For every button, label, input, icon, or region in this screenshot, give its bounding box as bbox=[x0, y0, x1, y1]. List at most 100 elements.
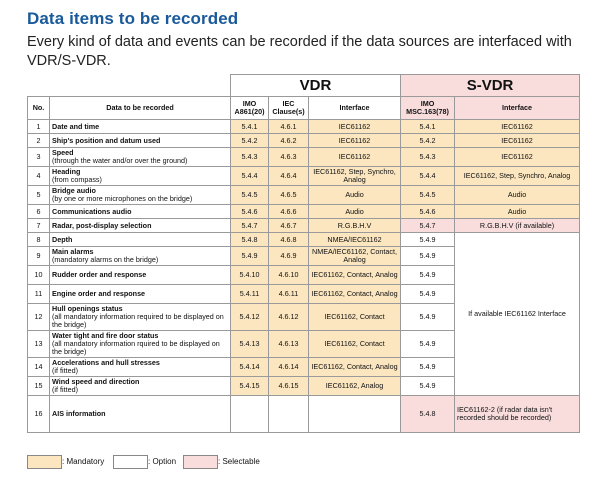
row-number: 16 bbox=[27, 395, 50, 433]
row-item: Accelerations and hull stresses (if fitte… bbox=[49, 357, 231, 377]
row-number: 12 bbox=[27, 303, 50, 331]
table-row: 4 Heading (from compass) 5.4.4 4.6.4 IEC61162… bbox=[27, 166, 581, 186]
row-item: Wind speed and direction (if fitted) bbox=[49, 376, 231, 396]
table-row: 6 Communications audio 5.4.6 4.6.6 Audio 5.4.… bbox=[27, 204, 581, 219]
row-vdr-interface: IEC61162, Contact, Analog bbox=[307, 284, 402, 304]
col-vdr-interface: Interface bbox=[307, 96, 402, 120]
row-imo-msc: 5.4.7 bbox=[400, 218, 456, 233]
row-iec-clause: 4.6.15 bbox=[268, 376, 309, 396]
row-imo-a861: 5.4.6 bbox=[230, 204, 269, 219]
row-number: 11 bbox=[27, 284, 50, 304]
table-row: 9 Main alarms (mandatory alarms on the bri… bbox=[27, 246, 580, 266]
row-item-title: Radar, post-display selection bbox=[52, 220, 152, 230]
row-imo-a861: 5.4.4 bbox=[230, 166, 269, 186]
row-item-title: Wind speed and direction bbox=[52, 377, 140, 386]
row-iec-clause: 4.6.3 bbox=[268, 147, 309, 167]
row-item-title: Hull openings status bbox=[52, 304, 123, 313]
row-imo-msc: 5.4.6 bbox=[400, 204, 456, 219]
row-svdr-interface: IEC61162, Step, Synchro, Analog bbox=[454, 166, 581, 186]
row-iec-clause: 4.6.2 bbox=[268, 133, 309, 148]
row-iec-clause: 4.6.10 bbox=[268, 265, 309, 285]
row-item-note: (by one or more microphones on the bridg… bbox=[52, 194, 193, 203]
row-vdr-interface: IEC61162, Contact bbox=[307, 303, 402, 331]
row-imo-a861: 5.4.9 bbox=[230, 246, 269, 266]
row-item-title: Date and time bbox=[52, 121, 100, 131]
row-svdr-interface: IEC61162 bbox=[454, 133, 581, 148]
table-row: 7 Radar, post-display selection 5.4.7 4.6.7… bbox=[27, 218, 581, 233]
row-item-title: Communications audio bbox=[52, 206, 132, 216]
row-number: 4 bbox=[27, 166, 50, 186]
row-imo-a861 bbox=[230, 395, 269, 433]
header-spacer bbox=[27, 74, 231, 97]
row-item-note: (if fitted) bbox=[52, 366, 78, 375]
table-row: 16 AIS information 5.4.8 IEC61162-2 (if rad… bbox=[27, 395, 581, 433]
group-vdr: VDR bbox=[229, 74, 402, 97]
row-imo-msc: 5.4.2 bbox=[400, 133, 456, 148]
row-imo-msc: 5.4.9 bbox=[400, 376, 456, 396]
col-item: Data to be recorded bbox=[49, 96, 231, 120]
page-subtitle: Every kind of data and events can be rec… bbox=[27, 34, 572, 69]
row-item: Speed (through the water and/or over the … bbox=[49, 147, 231, 167]
row-item-note: (from compass) bbox=[52, 175, 102, 184]
row-svdr-interface: IEC61162 bbox=[454, 147, 581, 167]
row-item: Water tight and fire door status (all man… bbox=[49, 330, 231, 358]
row-number: 10 bbox=[27, 265, 50, 285]
table-row: 15 Wind speed and direction (if fitted) 5.4… bbox=[27, 376, 580, 396]
row-svdr-interface: Audio bbox=[454, 204, 581, 219]
row-vdr-interface: R.G.B.H.V bbox=[307, 218, 402, 233]
legend-label-selectable: : Selectable bbox=[218, 457, 260, 466]
row-imo-msc: 5.4.9 bbox=[400, 265, 456, 285]
row-iec-clause: 4.6.9 bbox=[268, 246, 309, 266]
table-row: 1 Date and time 5.4.1 4.6.1 IEC61162 5.4.1 IEC… bbox=[27, 119, 581, 134]
row-item: Rudder order and response bbox=[49, 265, 231, 285]
row-item-title: Ship's position and datum used bbox=[52, 135, 161, 145]
row-iec-clause: 4.6.11 bbox=[268, 284, 309, 304]
row-iec-clause: 4.6.12 bbox=[268, 303, 309, 331]
row-imo-msc: 5.4.9 bbox=[400, 284, 456, 304]
row-imo-a861: 5.4.13 bbox=[230, 330, 269, 358]
row-number: 8 bbox=[27, 232, 50, 247]
row-imo-msc: 5.4.3 bbox=[400, 147, 456, 167]
row-item-note: (all mandatory information required to b… bbox=[52, 312, 224, 329]
row-item: Engine order and response bbox=[49, 284, 231, 304]
row-item-note: (if fitted) bbox=[52, 385, 78, 394]
row-item-note: (all mandatory information rquired to be… bbox=[52, 339, 220, 356]
table-row: 3 Speed (through the water and/or over the… bbox=[27, 147, 581, 167]
row-imo-msc: 5.4.4 bbox=[400, 166, 456, 186]
row-item-title: Engine order and response bbox=[52, 289, 146, 298]
row-iec-clause: 4.6.5 bbox=[268, 185, 309, 205]
row-vdr-interface: NMEA/IEC61162 bbox=[307, 232, 402, 247]
row-imo-msc: 5.4.8 bbox=[400, 395, 456, 433]
col-imo-msc: IMO MSC.163(78) bbox=[400, 96, 456, 120]
row-imo-a861: 5.4.12 bbox=[230, 303, 269, 331]
row-item: Radar, post-display selection bbox=[49, 218, 231, 233]
row-number: 15 bbox=[27, 376, 50, 396]
row-vdr-interface: IEC61162, Contact bbox=[307, 330, 402, 358]
row-imo-a861: 5.4.1 bbox=[230, 119, 269, 134]
row-iec-clause: 4.6.4 bbox=[268, 166, 309, 186]
row-imo-a861: 5.4.11 bbox=[230, 284, 269, 304]
row-item: Heading (from compass) bbox=[49, 166, 231, 186]
row-imo-a861: 5.4.5 bbox=[230, 185, 269, 205]
row-vdr-interface: IEC61162 bbox=[307, 147, 402, 167]
row-number: 9 bbox=[27, 246, 50, 266]
row-number: 2 bbox=[27, 133, 50, 148]
row-iec-clause: 4.6.13 bbox=[268, 330, 309, 358]
row-number: 1 bbox=[27, 119, 50, 134]
merged-svdr-interface: If available IEC61162 Interface bbox=[454, 232, 581, 396]
row-vdr-interface bbox=[307, 395, 402, 433]
table-row: 2 Ship's position and datum used 5.4.2 4.6.… bbox=[27, 133, 581, 148]
row-item: Depth bbox=[49, 232, 231, 247]
row-iec-clause: 4.6.14 bbox=[268, 357, 309, 377]
row-svdr-interface: R.G.B.H.V (if available) bbox=[454, 218, 581, 233]
row-item: Hull openings status (all mandatory infor… bbox=[49, 303, 231, 331]
row-item-title: Accelerations and hull stresses bbox=[52, 358, 160, 367]
row-imo-a861: 5.4.15 bbox=[230, 376, 269, 396]
row-number: 3 bbox=[27, 147, 50, 167]
legend-swatch-mandatory bbox=[27, 455, 62, 469]
row-item: Bridge audio (by one or more microphones … bbox=[49, 185, 231, 205]
row-vdr-interface: Audio bbox=[307, 204, 402, 219]
row-iec-clause: 4.6.8 bbox=[268, 232, 309, 247]
row-item-title: Bridge audio bbox=[52, 186, 96, 195]
row-imo-msc: 5.4.9 bbox=[400, 303, 456, 331]
